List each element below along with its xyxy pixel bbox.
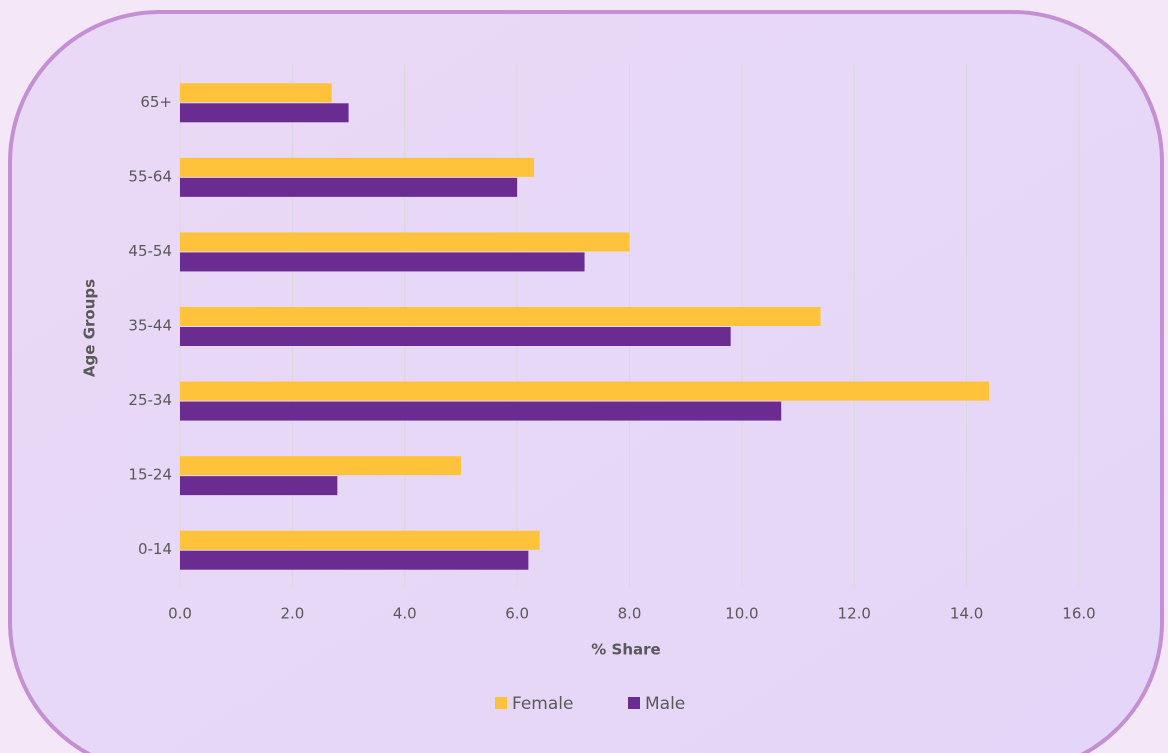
y-tick-label: 45-54 bbox=[128, 242, 172, 260]
legend-swatch bbox=[495, 697, 507, 709]
legend-swatch bbox=[628, 697, 640, 709]
x-tick-label: 4.0 bbox=[393, 605, 417, 623]
x-tick-label: 6.0 bbox=[505, 605, 529, 623]
x-tick-label: 12.0 bbox=[838, 605, 871, 623]
bar bbox=[180, 550, 529, 570]
y-tick-label: 0-14 bbox=[138, 540, 172, 558]
bar bbox=[180, 327, 731, 346]
y-tick-label: 25-34 bbox=[128, 391, 172, 409]
bar bbox=[180, 232, 630, 252]
bar bbox=[180, 307, 821, 326]
bar bbox=[180, 103, 349, 123]
bar bbox=[180, 381, 990, 401]
bar bbox=[180, 252, 585, 272]
x-tick-label: 0.0 bbox=[168, 605, 192, 623]
bar bbox=[180, 157, 534, 177]
x-tick-label: 16.0 bbox=[1062, 605, 1095, 623]
legend-label: Male bbox=[645, 694, 685, 714]
bar bbox=[180, 83, 332, 103]
y-axis-title: Age Groups bbox=[81, 279, 99, 377]
y-tick-label: 65+ bbox=[140, 93, 172, 111]
bar bbox=[180, 456, 461, 476]
x-tick-label: 14.0 bbox=[950, 605, 983, 623]
bar bbox=[180, 530, 540, 550]
y-tick-label: 35-44 bbox=[128, 317, 172, 335]
x-tick-label: 2.0 bbox=[280, 605, 304, 623]
y-tick-label: 55-64 bbox=[128, 167, 172, 185]
bar bbox=[180, 177, 518, 197]
x-tick-label: 8.0 bbox=[618, 605, 642, 623]
x-tick-label: 10.0 bbox=[725, 605, 758, 623]
bar bbox=[180, 476, 338, 496]
bar bbox=[180, 401, 782, 421]
x-axis-title: % Share bbox=[591, 641, 660, 659]
legend-label: Female bbox=[512, 694, 573, 714]
y-tick-label: 15-24 bbox=[128, 466, 172, 484]
